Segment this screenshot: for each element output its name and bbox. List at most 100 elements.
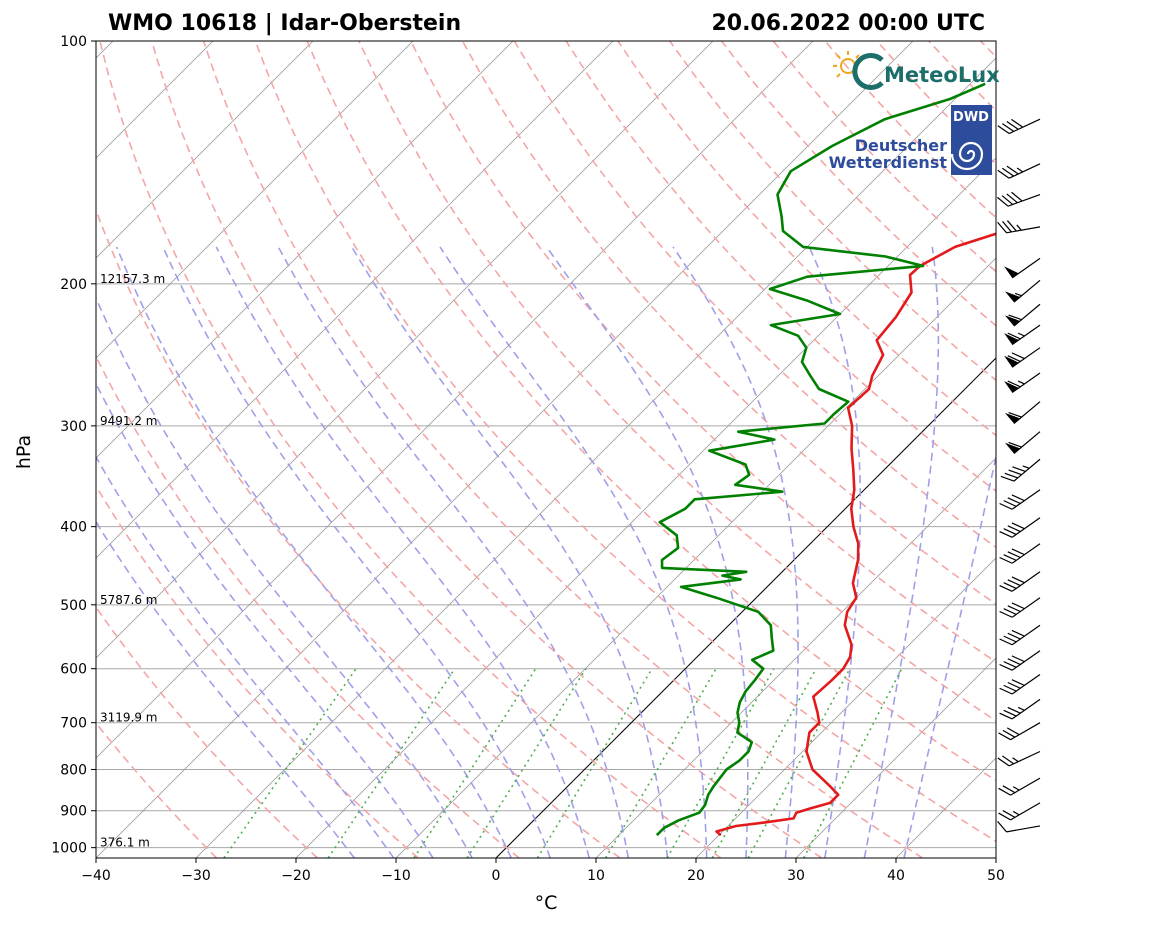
- y-tick-label: 700: [60, 716, 87, 732]
- dry-adiabat-line: [513, 41, 996, 549]
- moist-adiabat-line: [863, 246, 940, 858]
- mixing-ratio-line: [413, 668, 537, 858]
- profile-lines: [655, 82, 996, 837]
- wind-barb: [1000, 458, 1041, 482]
- wind-barb: [1004, 303, 1041, 327]
- wind-barb: [1004, 401, 1041, 425]
- mixing-ratio-line: [802, 668, 903, 858]
- mixing-ratio-line: [466, 668, 587, 858]
- mixing-ratio-line: [327, 668, 456, 858]
- moist-adiabat-line: [546, 246, 749, 858]
- wind-barb: [999, 489, 1041, 510]
- wind-barb: [997, 191, 1041, 207]
- x-tick-label: −40: [81, 868, 111, 884]
- x-tick-label: 40: [887, 868, 905, 884]
- dry-adiabat-line: [565, 41, 996, 492]
- dry-adiabat-line: [202, 41, 924, 858]
- wind-barb: [1004, 257, 1041, 279]
- isotherm-line: [395, 257, 996, 858]
- isotherm-line: [0, 41, 13, 858]
- isotherm-line: [96, 41, 414, 359]
- dry-adiabat-line: [358, 41, 996, 722]
- height-label: 3119.9 m: [100, 711, 158, 725]
- dry-adiabat-line: [409, 41, 996, 664]
- isotherm-line: [595, 457, 996, 858]
- wind-barb: [997, 220, 1041, 234]
- wind-barb: [999, 650, 1041, 671]
- dry-adiabat-line: [96, 208, 621, 858]
- mixing-ratio-line: [223, 668, 357, 858]
- mixing-ratio-line: [536, 668, 653, 858]
- isotherm-line: [295, 157, 996, 858]
- chart-title-station: WMO 10618 | Idar-Oberstein: [108, 11, 461, 36]
- x-tick-label: −20: [281, 868, 311, 884]
- dry-adiabat-line: [254, 41, 996, 843]
- dry-adiabat-line: [306, 41, 996, 782]
- height-label: 376.1 m: [100, 836, 150, 850]
- dwd-badge-text: DWD: [953, 110, 989, 125]
- moist-adiabat-line: [96, 382, 434, 858]
- isotherm-line: [96, 41, 514, 459]
- wind-barb: [1004, 279, 1041, 303]
- wind-barb: [998, 777, 1041, 796]
- x-tick-label: −10: [381, 868, 411, 884]
- dry-adiabat-line: [461, 41, 996, 606]
- moist-adiabat-line: [351, 246, 669, 858]
- moist-adiabat-line: [96, 520, 356, 858]
- moist-adiabat-line: [903, 452, 996, 858]
- y-tick-label: 800: [60, 762, 87, 778]
- moist-adiabat-line: [808, 246, 862, 858]
- wind-barb: [997, 163, 1041, 179]
- moist-adiabat-line: [96, 296, 473, 858]
- wind-barb: [998, 722, 1041, 741]
- isotherm-line: [995, 857, 996, 858]
- wind-barb: [1004, 324, 1041, 346]
- wind-barb: [999, 517, 1041, 538]
- y-tick-label: 300: [60, 419, 87, 435]
- x-tick-label: −30: [181, 868, 211, 884]
- y-tick-label: 200: [60, 277, 87, 293]
- isotherm-line: [96, 41, 614, 559]
- wind-barb: [999, 624, 1041, 646]
- dwd-badge: [951, 105, 992, 175]
- dry-adiabat-line: [96, 605, 319, 858]
- dry-adiabat-line: [96, 484, 419, 858]
- y-tick-label: 400: [60, 520, 87, 536]
- dry-adiabat-line: [96, 354, 520, 858]
- plot-frame: [95, 40, 997, 859]
- dwd-logo: DWD Deutscher Wetterdienst: [829, 105, 992, 175]
- isotherm-line: [795, 657, 996, 858]
- chart-title-datetime: 20.06.2022 00:00 UTC: [711, 11, 985, 36]
- height-label: 5787.6 m: [100, 593, 158, 607]
- isotherm-line: [96, 41, 814, 759]
- dry-adiabat-line: [979, 41, 996, 58]
- y-tick-label: 600: [60, 662, 87, 678]
- dry-adiabat-line: [617, 41, 996, 437]
- swirl-icon: [852, 53, 884, 90]
- wind-barb: [997, 820, 1041, 833]
- x-tick-label: 50: [987, 868, 1005, 884]
- wind-barb: [1004, 347, 1041, 368]
- dry-adiabat-line: [669, 41, 996, 382]
- dwd-name-line1: Deutscher: [855, 136, 947, 155]
- moist-adiabat-line: [439, 246, 708, 858]
- wind-barb: [999, 571, 1041, 592]
- height-label: 12157.3 m: [100, 272, 165, 286]
- moist-adiabat-line: [215, 246, 591, 858]
- y-tick-label: 1000: [51, 841, 87, 857]
- mixing-ratio-line: [604, 668, 717, 858]
- mixing-ratio-line: [747, 668, 851, 858]
- x-axis-label: °C: [535, 892, 558, 914]
- dewpoint-profile-line: [655, 82, 986, 837]
- background-grid: [0, 41, 1160, 858]
- dry-adiabat-line: [1032, 41, 1160, 858]
- dwd-name-line2: Wetterdienst: [829, 153, 948, 172]
- dry-adiabat-line: [150, 41, 823, 858]
- dry-adiabat-line: [96, 721, 218, 858]
- dwd-spiral-icon: [950, 141, 984, 171]
- x-tick-label: 30: [787, 868, 805, 884]
- isotherm-line: [1096, 41, 1160, 858]
- zero-isotherm: [495, 357, 996, 858]
- temperature-profile-line: [715, 232, 996, 837]
- moist-adiabat-line: [115, 246, 512, 858]
